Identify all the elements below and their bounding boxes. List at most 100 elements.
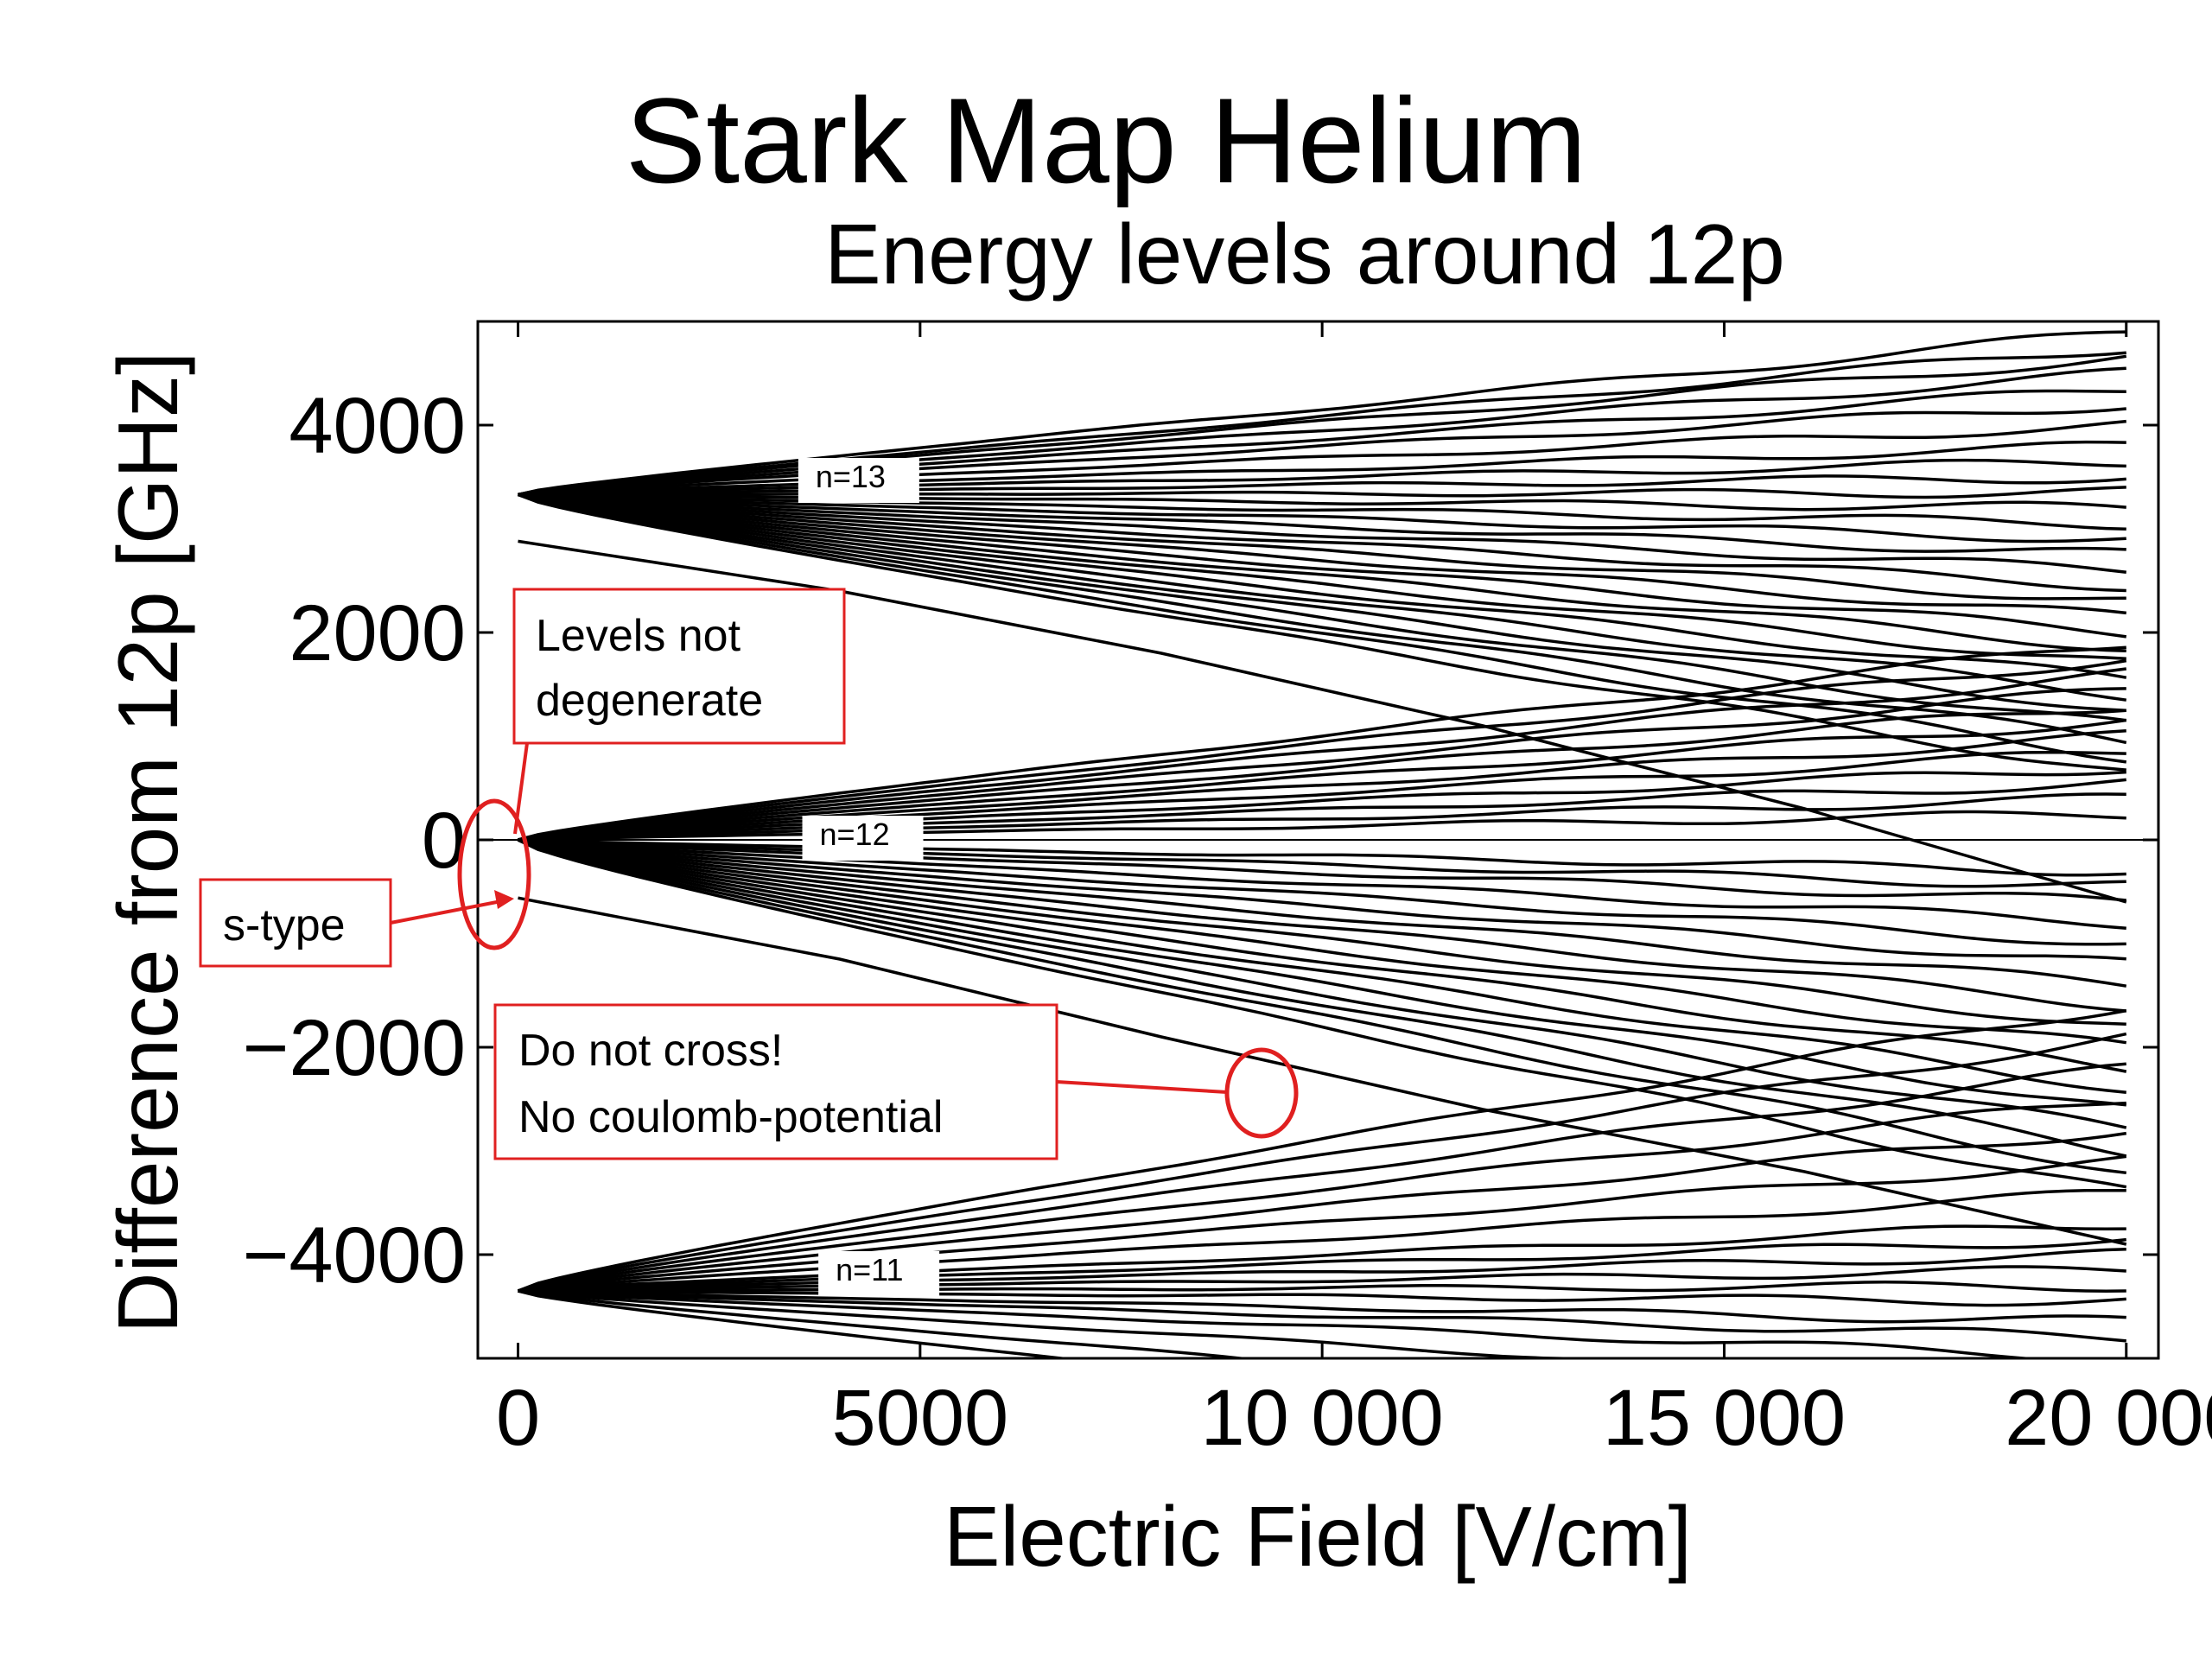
energy-level [518, 330, 2126, 497]
energy-level [518, 1289, 2126, 1307]
x-axis-label: Electric Field [V/cm] [944, 1489, 1692, 1584]
x-tick-label: 0 [496, 1374, 540, 1462]
energy-level [518, 351, 2126, 497]
energy-level [517, 1032, 2127, 1293]
annotation-line: degenerate [536, 676, 763, 726]
annotation-line: Levels not [536, 611, 741, 661]
energy-level [518, 1237, 2126, 1293]
energy-level [518, 1265, 2126, 1293]
energy-level [518, 493, 2126, 615]
y-axis-label: Difference from 12p [GHz] [100, 352, 195, 1334]
energy-level [518, 493, 2126, 653]
x-tick-labels: 0 5000 10 000 15 000 20 000 [496, 1374, 2212, 1462]
energy-level [518, 493, 2127, 575]
annotation-line: Do not cross! [518, 1026, 783, 1076]
energy-level [518, 407, 2126, 497]
x-tick-label: 20 000 [2005, 1374, 2212, 1462]
energy-level [518, 389, 2126, 497]
energy-level [517, 838, 2127, 1129]
energy-level [517, 493, 2126, 772]
annotation-line: s-type [223, 900, 346, 950]
energy-level [518, 493, 2127, 639]
energy-level [518, 539, 2127, 904]
x-tick-label: 10 000 [1200, 1374, 1443, 1462]
energy-level [518, 1289, 2044, 1358]
energy-level [518, 419, 2126, 497]
energy-level [518, 493, 2126, 712]
energy-level [518, 1224, 2126, 1293]
energy-level [518, 1289, 1634, 1358]
energy-level [518, 486, 2126, 499]
energy-level [518, 1289, 2126, 1324]
energy-level [518, 709, 2126, 842]
energy-level [518, 493, 2126, 543]
crossing-ellipse [1224, 1047, 1299, 1139]
energy-level [518, 366, 2126, 497]
energy-level [518, 354, 2127, 497]
manifold-label-bg [798, 458, 919, 503]
energy-level [518, 1289, 1255, 1358]
chart-title: Energy levels around 12p [824, 207, 1784, 302]
connector-line [1056, 1080, 1228, 1094]
connector-line [390, 899, 506, 925]
energy-level [518, 493, 2126, 553]
annotation-box [199, 878, 392, 968]
energy-level [518, 493, 2126, 601]
annotation-levels-not-degenerate: Levels not degenerate [512, 588, 846, 745]
y-tick-label: 4000 [289, 382, 466, 470]
energy-level [518, 493, 2127, 702]
energy-level [518, 1289, 2126, 1343]
arrowhead [494, 890, 514, 909]
energy-level [518, 493, 2127, 679]
energy-level [518, 838, 2126, 930]
energy-level [518, 770, 2126, 842]
energy-level [518, 838, 2126, 961]
y-tick-label: −4000 [243, 1211, 466, 1300]
energy-level [517, 493, 2127, 722]
energy-level [518, 440, 2126, 497]
energy-level [518, 1281, 2126, 1294]
energy-level [518, 1289, 1074, 1358]
energy-level [517, 493, 2127, 745]
y-tick-label: 2000 [289, 589, 466, 677]
energy-level [518, 896, 2127, 1246]
axis-ticks [478, 321, 2158, 1358]
manifold-label-bg [802, 816, 924, 861]
energy-level [518, 1131, 2127, 1293]
energy-level [518, 838, 2126, 888]
energy-level [518, 792, 2126, 842]
energy-level [517, 838, 2126, 1107]
energy-level [518, 1188, 2126, 1293]
degeneracy-ellipse [457, 798, 531, 950]
energy-level [518, 1247, 2126, 1293]
energy-level [517, 493, 2127, 764]
annotations: Levels not degenerate s-type Do not cros… [199, 588, 1299, 1160]
energy-level [517, 838, 2127, 1175]
annotation-line: No coulomb-potential [518, 1092, 943, 1142]
annotation-box [512, 588, 846, 745]
energy-level [518, 493, 2126, 593]
energy-level [518, 658, 2127, 842]
energy-level [518, 493, 2126, 531]
energy-level [518, 474, 2126, 497]
energy-level [518, 493, 2126, 512]
energy-level [518, 838, 2126, 902]
energy-level [518, 838, 2126, 1013]
energy-level [518, 778, 2126, 842]
x-tick-label: 5000 [832, 1374, 1009, 1462]
energy-level [518, 687, 2126, 842]
energy-level [518, 1101, 2126, 1293]
connector-line [513, 742, 529, 835]
energy-level [518, 838, 2127, 988]
energy-level [518, 838, 2126, 877]
annotation-box [493, 1003, 1058, 1160]
energy-level [517, 838, 2127, 1158]
manifold-label-bg [818, 1251, 940, 1296]
energy-level [518, 729, 2126, 842]
energy-level [518, 667, 2127, 842]
energy-level [518, 838, 2126, 1027]
energy-level [518, 645, 2126, 842]
manifold-label: n=12 [820, 817, 890, 852]
